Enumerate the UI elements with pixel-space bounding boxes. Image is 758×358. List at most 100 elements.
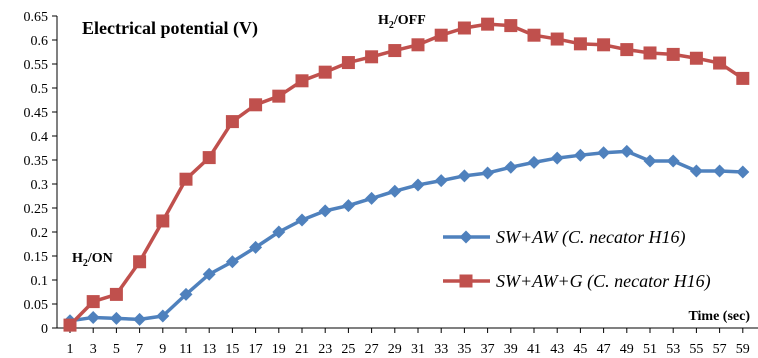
data-point	[341, 199, 355, 213]
x-tick-label: 39	[504, 342, 518, 357]
legend-label: SW+AW+G (C. necator H16)	[496, 271, 711, 292]
chart-title: Electrical potential (V)	[82, 18, 258, 39]
data-point	[527, 28, 541, 42]
annotation-h2-on: H2/ON	[72, 251, 113, 269]
data-point	[736, 71, 750, 85]
legend-swatch-marker	[459, 274, 473, 288]
data-point	[620, 43, 634, 57]
y-tick-label: 0.5	[31, 82, 49, 97]
data-point	[133, 312, 147, 326]
x-tick-label: 1	[67, 342, 74, 357]
legend-item: SW+AW+G (C. necator H16)	[443, 271, 711, 292]
data-point	[295, 213, 309, 227]
data-point	[156, 309, 170, 323]
x-tick-label: 17	[249, 342, 263, 357]
series-layer	[63, 17, 750, 332]
x-tick-label: 31	[411, 342, 425, 357]
x-tick-label: 57	[713, 342, 727, 357]
data-point	[202, 267, 216, 281]
data-point	[550, 32, 564, 46]
y-tick-label: 0.45	[24, 106, 49, 121]
x-tick-label: 41	[527, 342, 541, 357]
legend-swatch-marker	[459, 230, 473, 244]
x-tick-label: 49	[620, 342, 634, 357]
x-tick-label: 3	[90, 342, 97, 357]
data-point	[86, 310, 100, 324]
x-tick-label: 59	[736, 342, 750, 357]
x-tick-label: 43	[550, 342, 564, 357]
x-axis-label: Time (sec)	[688, 309, 750, 324]
data-point	[202, 151, 216, 165]
y-tick-label: 0.1	[31, 274, 49, 289]
x-tick-label: 27	[365, 342, 379, 357]
x-tick-label: 29	[388, 342, 402, 357]
data-point	[225, 255, 239, 269]
data-point	[573, 37, 587, 51]
data-point	[225, 115, 239, 129]
x-tick-label: 15	[225, 342, 239, 357]
data-point	[620, 144, 634, 158]
y-tick-label: 0.2	[31, 226, 49, 241]
data-point	[504, 19, 518, 33]
data-point	[434, 28, 448, 42]
data-point	[179, 172, 193, 186]
y-tick-label: 0.05	[24, 298, 49, 313]
data-point	[272, 225, 286, 239]
data-point	[411, 38, 425, 52]
data-point	[365, 50, 379, 64]
data-point	[643, 46, 657, 60]
data-point	[388, 44, 402, 58]
annotation-h2-off: H2/OFF	[378, 13, 426, 31]
data-point	[133, 255, 147, 269]
data-point	[504, 160, 518, 174]
data-point	[550, 151, 564, 165]
x-tick-label: 35	[457, 342, 471, 357]
data-point	[109, 287, 123, 301]
x-tick-label: 21	[295, 342, 309, 357]
x-tick-label: 37	[481, 342, 495, 357]
y-tick-label: 0.15	[24, 250, 49, 265]
x-tick-label: 11	[179, 342, 192, 357]
y-tick-label: 0.3	[31, 178, 49, 193]
data-point	[689, 164, 703, 178]
data-point	[388, 184, 402, 198]
data-point	[249, 98, 263, 112]
x-tick-label: 19	[272, 342, 286, 357]
y-tick-label: 0.35	[24, 154, 49, 169]
data-point	[179, 287, 193, 301]
data-point	[457, 21, 471, 35]
data-point	[481, 17, 495, 31]
data-point	[666, 154, 680, 168]
y-tick-label: 0.55	[24, 58, 49, 73]
legend-label: SW+AW (C. necator H16)	[496, 227, 685, 248]
series-sw-aw	[63, 144, 750, 328]
x-tick-label: 33	[434, 342, 448, 357]
data-point	[736, 165, 750, 179]
data-point	[341, 56, 355, 70]
data-point	[597, 146, 611, 160]
data-point	[272, 89, 286, 103]
data-point	[434, 174, 448, 188]
legend-item: SW+AW (C. necator H16)	[443, 227, 685, 248]
x-tick-label: 5	[113, 342, 120, 357]
data-point	[318, 65, 332, 79]
legend: SW+AW (C. necator H16) SW+AW+G (C. necato…	[443, 227, 711, 292]
x-tick-label: 45	[573, 342, 587, 357]
series-sw-aw-g	[63, 17, 750, 332]
data-point	[63, 318, 77, 332]
data-point	[86, 295, 100, 309]
data-point	[109, 311, 123, 325]
data-point	[457, 169, 471, 183]
y-axis-ticks: 0 0.05 0.1 0.15 0.2 0.25 0.3 0.35 0.4 0.45 0.5 0.55…	[24, 10, 57, 337]
data-point	[481, 166, 495, 180]
x-tick-label: 25	[341, 342, 355, 357]
x-tick-label: 53	[666, 342, 680, 357]
y-tick-label: 0	[41, 322, 48, 337]
data-point	[318, 204, 332, 218]
x-tick-label: 47	[597, 342, 611, 357]
data-point	[156, 214, 170, 228]
data-point	[713, 56, 727, 70]
data-point	[713, 164, 727, 178]
data-point	[249, 240, 263, 254]
